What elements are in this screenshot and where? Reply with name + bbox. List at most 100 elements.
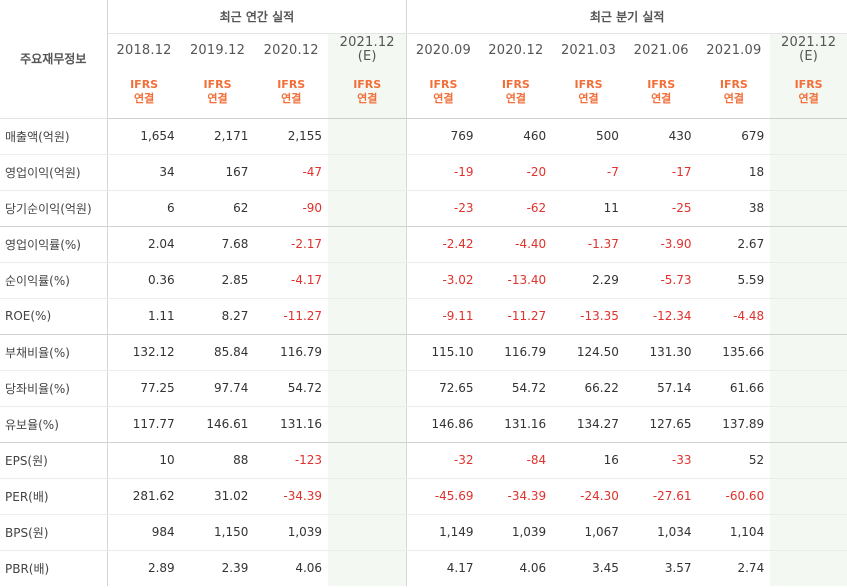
metric-value: 11 xyxy=(552,190,625,227)
metric-value: -2.42 xyxy=(406,226,480,263)
metric-value: 116.79 xyxy=(479,334,553,371)
metric-value: 7.68 xyxy=(180,226,255,263)
metric-value: -27.61 xyxy=(624,478,698,515)
metric-value: 66.22 xyxy=(552,370,625,407)
financial-row: 당좌비율(%) 77.25 97.74 54.72 72.65 54.72 66.22 57.… xyxy=(0,370,847,407)
metric-label: PER(배) xyxy=(0,478,108,515)
metric-value: -13.35 xyxy=(552,298,625,335)
annual-period: 2020.12 xyxy=(263,42,319,58)
metric-value: 2.29 xyxy=(552,262,625,299)
metric-value: 1,039 xyxy=(254,514,329,551)
metric-value: 10 xyxy=(107,442,181,479)
financial-row: 순이익률(%) 0.36 2.85 -4.17 -3.02 -13.40 2.29 -5.73… xyxy=(0,262,847,299)
metric-value: 131.16 xyxy=(479,406,553,443)
metric-value: 77.25 xyxy=(107,370,181,407)
metric-value: 146.61 xyxy=(180,406,255,443)
metric-value: -45.69 xyxy=(406,478,480,515)
metric-value: 135.66 xyxy=(697,334,771,371)
metric-value: 8.27 xyxy=(180,298,255,335)
annual-estimate-value xyxy=(328,190,408,227)
metric-value: -20 xyxy=(479,154,553,191)
ifrs-text: IFRS xyxy=(794,78,823,92)
metric-value: -9.11 xyxy=(406,298,480,335)
metric-value: -32 xyxy=(406,442,480,479)
quarter-estimate-value xyxy=(770,442,847,479)
financial-rows: 매출액(억원) 1,654 2,171 2,155 769 460 500 430 679 영업이… xyxy=(0,118,847,586)
metric-label: ROE(%) xyxy=(0,298,108,335)
estimate-year: 2021.12 xyxy=(339,35,395,51)
consolidated-text: 연결 xyxy=(505,92,526,106)
metric-value: 54.72 xyxy=(479,370,553,407)
metric-value: -7 xyxy=(552,154,625,191)
metric-value: -4.40 xyxy=(479,226,553,263)
metric-value: 460 xyxy=(479,118,553,155)
consolidated-text: 연결 xyxy=(433,92,454,106)
metric-value: 38 xyxy=(697,190,771,227)
ifrs-text: IFRS xyxy=(574,78,603,92)
metric-value: 61.66 xyxy=(697,370,771,407)
metric-value: 2.67 xyxy=(697,226,771,263)
financial-row: PBR(배) 2.89 2.39 4.06 4.17 4.06 3.45 3.57 2.74 xyxy=(0,550,847,586)
consolidated-text: 연결 xyxy=(651,92,672,106)
metric-value: 5.59 xyxy=(697,262,771,299)
annual-estimate-value xyxy=(328,154,408,191)
metric-label: 당기순이익(억원) xyxy=(0,190,108,227)
quarter-estimate-value xyxy=(770,478,847,515)
annual-estimate-value xyxy=(328,478,408,515)
metric-value: 1,034 xyxy=(624,514,698,551)
quarter-estimate-value xyxy=(770,514,847,551)
metric-value: 2,171 xyxy=(180,118,255,155)
metric-value: 167 xyxy=(180,154,255,191)
metric-label: 유보율(%) xyxy=(0,406,108,443)
metric-value: 115.10 xyxy=(406,334,480,371)
metric-value: -5.73 xyxy=(624,262,698,299)
quarter-estimate-value xyxy=(770,118,847,155)
metric-value: 146.86 xyxy=(406,406,480,443)
metric-value: 127.65 xyxy=(624,406,698,443)
metric-label: 순이익률(%) xyxy=(0,262,108,299)
metric-value: -25 xyxy=(624,190,698,227)
ifrs-text: IFRS xyxy=(429,78,458,92)
consolidated-text: 연결 xyxy=(357,92,378,106)
consolidated-text: 연결 xyxy=(578,92,599,106)
metric-value: 117.77 xyxy=(107,406,181,443)
metric-value: 57.14 xyxy=(624,370,698,407)
consolidated-text: 연결 xyxy=(133,92,155,106)
metric-value: 2.04 xyxy=(107,226,181,263)
annual-estimate-value xyxy=(328,118,408,155)
quarter-estimate-value xyxy=(770,154,847,191)
metric-value: 984 xyxy=(107,514,181,551)
annual-estimate-value xyxy=(328,442,408,479)
quarter-estimate-period: 2021.12 (E) xyxy=(770,33,847,67)
metric-value: -19 xyxy=(406,154,480,191)
metric-value: 1,067 xyxy=(552,514,625,551)
metric-value: 116.79 xyxy=(254,334,329,371)
metric-value: 2.74 xyxy=(737,561,765,576)
metric-value: -123 xyxy=(254,442,329,479)
quarter-estimate-value xyxy=(770,262,847,299)
metric-value: 97.74 xyxy=(180,370,255,407)
metric-value: -23 xyxy=(406,190,480,227)
ifrs-consolidated-label: IFRS 연결 xyxy=(107,67,181,119)
metric-value: -62 xyxy=(479,190,553,227)
metric-value: 31.02 xyxy=(180,478,255,515)
metric-value: -17 xyxy=(624,154,698,191)
metric-value: 4.06 xyxy=(295,561,323,576)
metric-label: BPS(원) xyxy=(0,514,108,551)
annual-estimate-value xyxy=(328,550,408,586)
metric-value: 679 xyxy=(697,118,771,155)
metric-value: 1,150 xyxy=(180,514,255,551)
metric-value: 3.45 xyxy=(592,561,619,576)
financial-row: ROE(%) 1.11 8.27 -11.27 -9.11 -11.27 -13.35 -12… xyxy=(0,298,847,335)
metric-label: 영업이익(억원) xyxy=(0,154,108,191)
metric-value: 6 xyxy=(107,190,181,227)
ifrs-consolidated-label: IFRS 연결 xyxy=(770,67,847,119)
metric-value: 4.06 xyxy=(519,561,547,576)
metric-value: 2.89 xyxy=(147,561,175,576)
annual-estimate-value xyxy=(328,262,408,299)
quarter-period: 2020.09 xyxy=(415,42,472,58)
ifrs-text: IFRS xyxy=(277,78,306,92)
financial-row: 당기순이익(억원) 6 62 -90 -23 -62 11 -25 38 xyxy=(0,190,847,227)
metric-value: 769 xyxy=(406,118,480,155)
